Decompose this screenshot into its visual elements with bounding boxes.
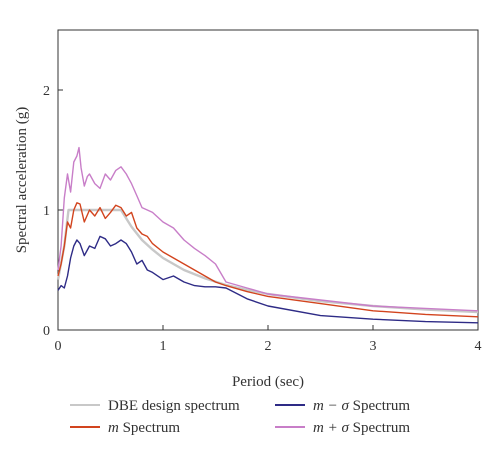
legend-entry-symbol: m + σ xyxy=(313,420,349,436)
series-line-1 xyxy=(57,202,479,318)
y-tick-label: 0 xyxy=(43,324,50,339)
series-line-3 xyxy=(57,146,479,312)
y-axis-title: Spectral acceleration (g) xyxy=(14,107,30,254)
legend-entry: DBE design spectrum xyxy=(108,398,240,414)
legend-entry-label: Spectrum xyxy=(349,420,411,436)
y-tick-label: 2 xyxy=(43,84,50,99)
legend-entry-label: DBE design spectrum xyxy=(108,398,240,414)
series-line-2 xyxy=(57,235,479,324)
x-tick-label: 1 xyxy=(160,339,167,354)
legend-entry-label: Spectrum xyxy=(119,420,181,436)
plot-frame xyxy=(57,29,479,331)
legend-entry: m Spectrum xyxy=(108,420,180,436)
axis-ticks: 0 1 2 3 4 0 1 2 xyxy=(43,84,482,354)
series-lines xyxy=(56,146,479,324)
legend-entry: m − σ Spectrum xyxy=(313,398,410,414)
y-tick-label: 1 xyxy=(43,204,50,219)
legend-entry-symbol: m xyxy=(108,420,119,436)
legend-entry-label: Spectrum xyxy=(349,398,411,414)
legend-entry-symbol: m − σ xyxy=(313,398,349,414)
x-tick-label: 4 xyxy=(475,339,482,354)
x-tick-label: 3 xyxy=(370,339,377,354)
x-axis-title: Period (sec) xyxy=(232,374,304,390)
x-tick-label: 2 xyxy=(265,339,272,354)
x-tick-label: 0 xyxy=(55,339,62,354)
legend-entry: m + σ Spectrum xyxy=(313,420,410,436)
series-line-0 xyxy=(56,208,479,314)
